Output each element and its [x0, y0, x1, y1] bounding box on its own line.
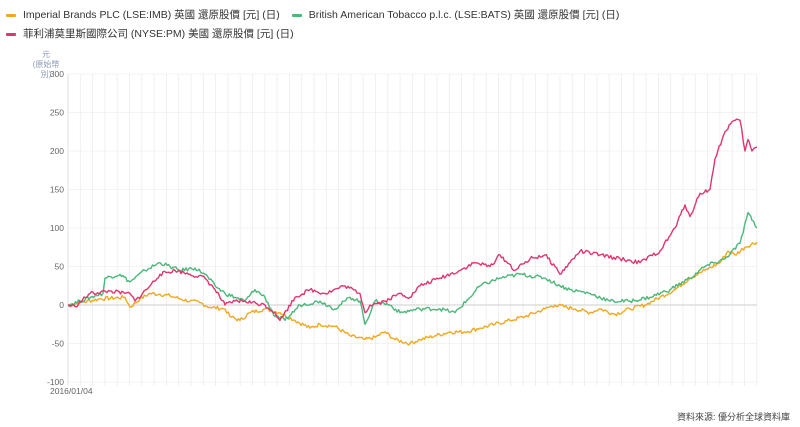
legend-item-pm[interactable]: 菲利浦莫里斯國際公司 (NYSE:PM) 美國 還原股價 [元] (日) — [6, 25, 294, 44]
legend-item-bat[interactable]: British American Tobacco p.l.c. (LSE:BAT… — [291, 6, 620, 25]
y-tick-label: 0 — [59, 300, 64, 310]
legend-label: British American Tobacco p.l.c. (LSE:BAT… — [308, 9, 620, 21]
y-unit-line2: (原始幣別) — [32, 60, 60, 79]
y-tick-label: 150 — [50, 185, 64, 195]
legend-swatch-icon — [6, 33, 16, 36]
data-source-note: 資料來源: 優分析全球資料庫 — [676, 412, 790, 422]
legend-swatch-icon — [291, 14, 302, 17]
legend-label: Imperial Brands PLC (LSE:IMB) 英國 還原股價 [元… — [23, 9, 280, 21]
y-tick-label: -100 — [47, 377, 64, 387]
y-tick-label: 300 — [50, 69, 64, 79]
y-unit-line1: 元 — [42, 50, 50, 59]
y-axis-unit: 元 (原始幣別) — [28, 50, 64, 80]
y-tick-label: 50 — [55, 262, 65, 272]
series-line — [67, 118, 758, 322]
gridlines — [67, 73, 758, 386]
y-tick-label: 100 — [50, 223, 64, 233]
legend-item-imperial[interactable]: Imperial Brands PLC (LSE:IMB) 英國 還原股價 [元… — [6, 6, 280, 25]
y-tick-label: -50 — [52, 339, 65, 349]
legend-swatch-icon — [6, 14, 16, 17]
y-axis-ticks: 300 250 200 150 100 50 0 -50 -100 — [47, 69, 64, 387]
y-tick-label: 200 — [50, 146, 64, 156]
series-line — [67, 241, 758, 346]
y-tick-label: 250 — [50, 108, 64, 118]
series-lines — [67, 118, 758, 346]
legend-label: 菲利浦莫里斯國際公司 (NYSE:PM) 美國 還原股價 [元] (日) — [23, 28, 294, 40]
x-axis-start-label: 2016/01/04 — [50, 386, 93, 396]
chart-legend: Imperial Brands PLC (LSE:IMB) 英國 還原股價 [元… — [6, 6, 631, 44]
